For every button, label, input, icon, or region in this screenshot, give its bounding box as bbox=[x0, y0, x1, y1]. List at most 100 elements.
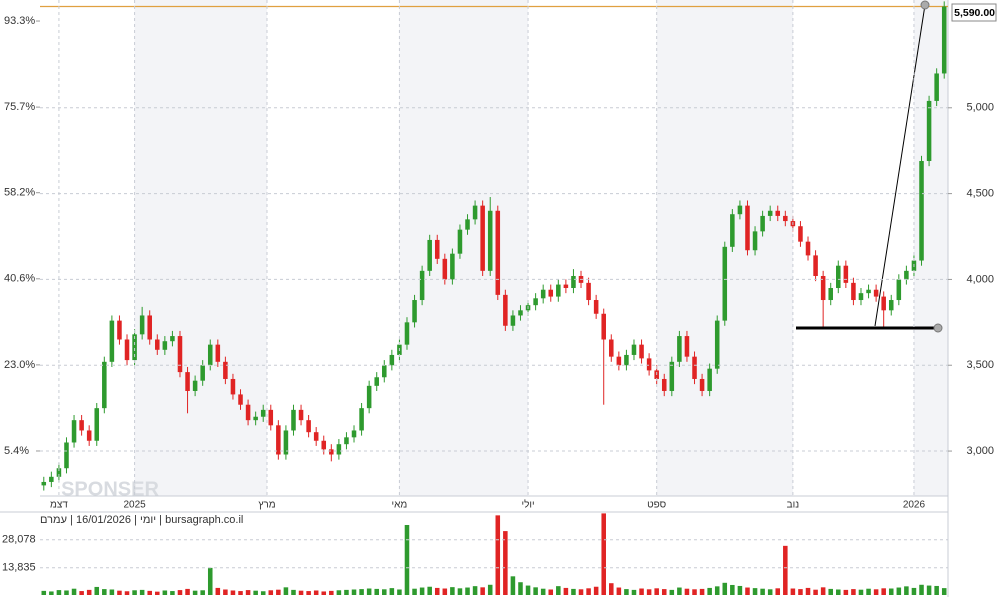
volume-bar bbox=[563, 587, 569, 595]
volume-bar bbox=[805, 587, 811, 595]
candle-body bbox=[586, 282, 591, 301]
candle-body bbox=[919, 160, 924, 261]
volume-bar bbox=[86, 589, 92, 595]
candle-body bbox=[230, 378, 236, 395]
candle-body bbox=[192, 380, 198, 391]
candle-body bbox=[836, 265, 841, 289]
candle-body bbox=[472, 205, 478, 220]
volume-bar bbox=[836, 589, 841, 595]
candle-body bbox=[624, 354, 629, 366]
candle-body bbox=[79, 420, 84, 431]
volume-bar bbox=[866, 588, 871, 595]
volume-bar bbox=[669, 589, 675, 595]
drawing-handle bbox=[933, 323, 943, 333]
candle-body bbox=[56, 468, 62, 477]
volume-bar bbox=[215, 587, 221, 595]
candle-body bbox=[495, 210, 501, 295]
volume-bar bbox=[397, 589, 402, 595]
candle-body bbox=[646, 358, 652, 371]
x-tick-label: מרץ bbox=[258, 500, 275, 511]
volume-bar bbox=[926, 585, 932, 595]
y2-tick-label: 75.7% bbox=[4, 101, 35, 113]
candle-body bbox=[71, 420, 77, 443]
volume-bar bbox=[525, 585, 531, 595]
volume-bar bbox=[881, 588, 886, 595]
volume-bar bbox=[820, 587, 826, 595]
candle-body bbox=[601, 313, 606, 340]
volume-bar bbox=[609, 583, 614, 595]
volume-bar bbox=[41, 590, 47, 595]
candle-body bbox=[185, 372, 190, 391]
candle-body bbox=[767, 210, 773, 216]
candle-body bbox=[813, 255, 818, 276]
candle-body bbox=[412, 300, 417, 323]
volume-bar bbox=[359, 589, 364, 595]
volume-bar bbox=[139, 589, 145, 595]
volume-bar bbox=[714, 586, 720, 595]
volume-bar bbox=[510, 576, 516, 595]
candle-body bbox=[639, 344, 644, 359]
candle-body bbox=[359, 408, 364, 431]
volume-bar bbox=[162, 590, 168, 595]
volume-bar bbox=[578, 589, 584, 595]
volume-bar bbox=[313, 590, 319, 595]
volume-bar bbox=[177, 590, 183, 595]
candle-body bbox=[661, 378, 667, 391]
volume-bar bbox=[117, 590, 122, 595]
y-tick-label: 3,500 bbox=[966, 359, 994, 371]
candle-body bbox=[64, 442, 69, 469]
volume-bar bbox=[109, 589, 115, 595]
volume-bar bbox=[798, 589, 803, 595]
volume-bar bbox=[548, 589, 554, 595]
volume-bar bbox=[556, 586, 561, 595]
candle-body bbox=[503, 294, 508, 326]
volume-bar bbox=[888, 588, 894, 595]
volume-bar bbox=[427, 586, 432, 595]
volume-bar bbox=[245, 590, 251, 595]
volume-bar bbox=[389, 588, 395, 595]
volume-bar bbox=[692, 589, 697, 595]
y2-tick-label: 58.2% bbox=[4, 187, 35, 199]
candle-body bbox=[556, 284, 561, 297]
candle-body bbox=[707, 368, 712, 391]
candle-body bbox=[752, 231, 758, 251]
volume-bar bbox=[291, 589, 296, 595]
candle-body bbox=[366, 385, 372, 409]
volume-bar bbox=[480, 587, 485, 595]
volume-bar bbox=[601, 513, 606, 595]
candle-body bbox=[571, 275, 576, 289]
y-tick-label: 4,000 bbox=[966, 273, 994, 285]
volume-bar bbox=[434, 587, 440, 595]
candle-body bbox=[783, 215, 788, 222]
volume-bar bbox=[102, 589, 107, 595]
volume-bar bbox=[873, 589, 879, 595]
candle-body bbox=[434, 239, 440, 259]
candle-body bbox=[926, 100, 932, 161]
watermark: SPONSER bbox=[61, 478, 159, 500]
candle-body bbox=[139, 315, 145, 335]
volume-bar bbox=[457, 588, 463, 595]
candle-body bbox=[321, 440, 327, 450]
month-band bbox=[399, 0, 529, 496]
candle-body bbox=[389, 354, 395, 366]
candle-body bbox=[851, 282, 856, 301]
candle-body bbox=[563, 284, 569, 289]
volume-bar bbox=[147, 590, 152, 595]
volume-bar bbox=[124, 591, 130, 595]
y-tick-label: 3,000 bbox=[966, 445, 994, 457]
candle-body bbox=[730, 214, 735, 247]
candle-body bbox=[86, 430, 92, 441]
volume-bar bbox=[64, 590, 69, 595]
volume-bar bbox=[207, 567, 213, 595]
volume-bar bbox=[677, 587, 682, 595]
volume-bar bbox=[904, 586, 909, 595]
candle-body bbox=[593, 300, 599, 314]
candle-body bbox=[442, 258, 448, 280]
candle-body bbox=[699, 378, 705, 391]
candle-body bbox=[268, 409, 274, 426]
volume-bar bbox=[593, 586, 599, 595]
volume-bar bbox=[730, 584, 735, 595]
volume-bar bbox=[49, 591, 54, 595]
